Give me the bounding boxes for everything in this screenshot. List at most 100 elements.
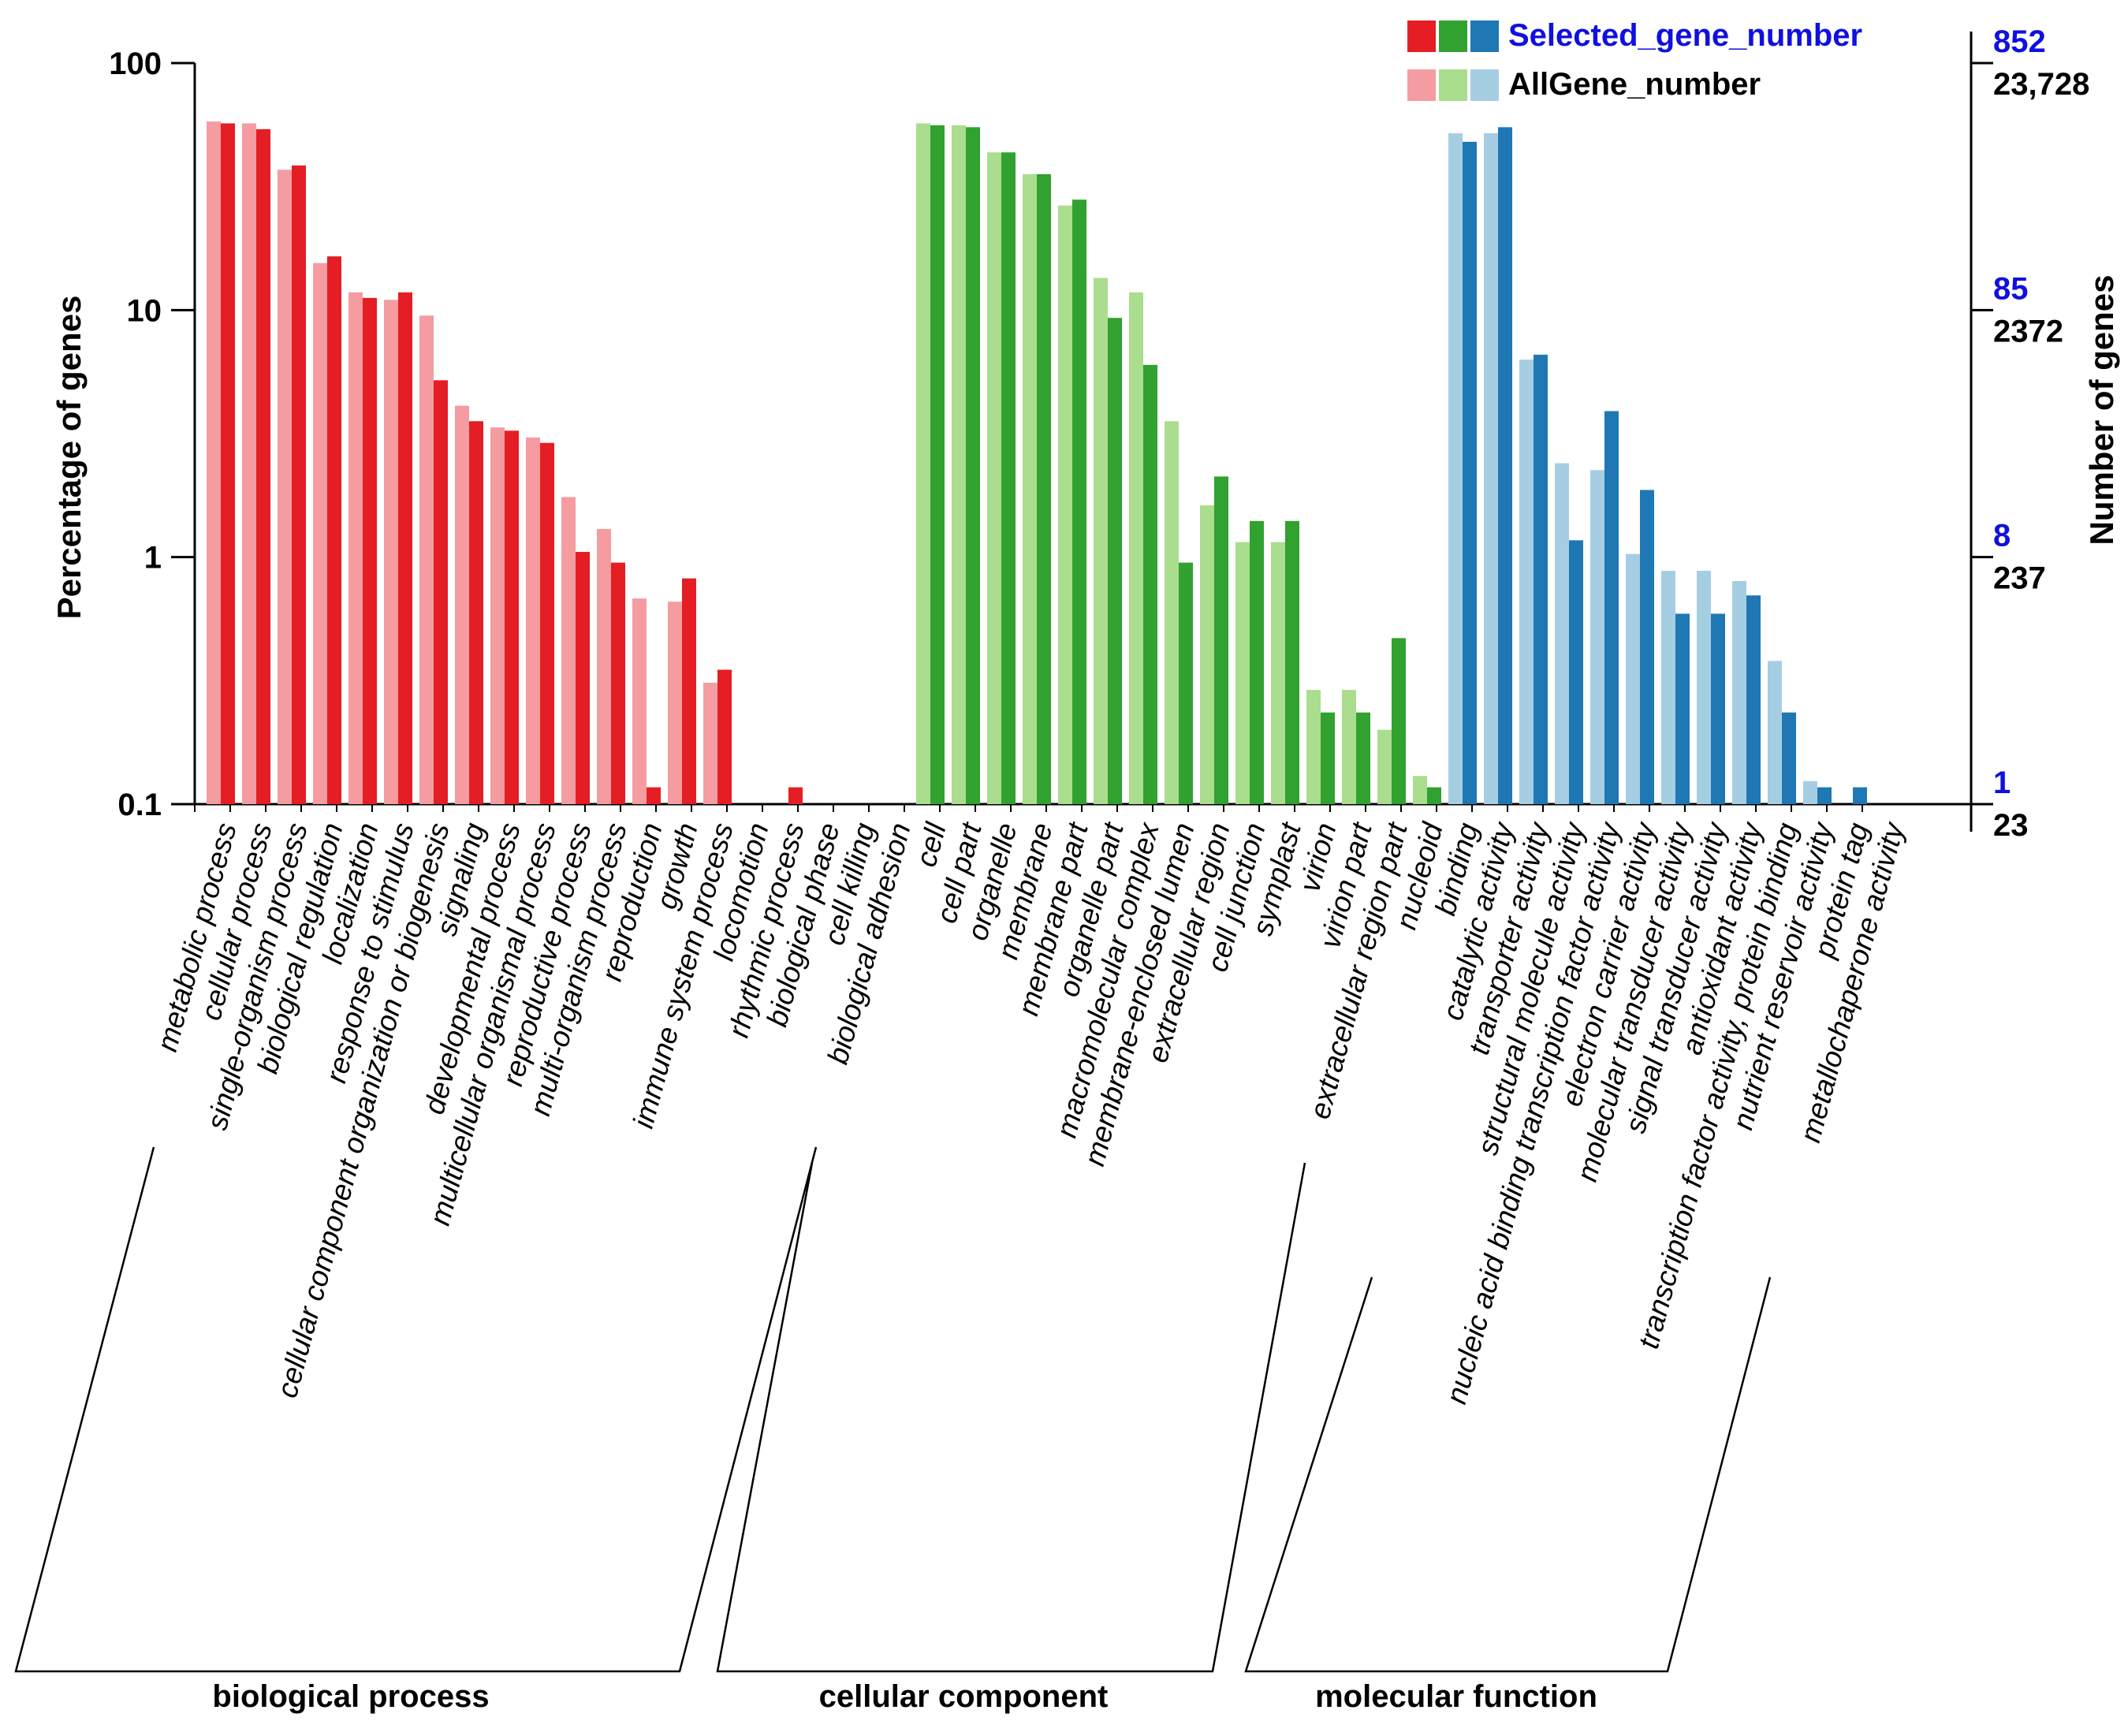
bar-all (987, 152, 1001, 804)
bar-selected (1143, 364, 1157, 804)
bar-selected (363, 297, 377, 804)
bar-all (419, 315, 434, 805)
legend-selected-label: Selected_gene_number (1508, 18, 1862, 53)
bar-all (1342, 690, 1356, 804)
bar-all (1200, 505, 1214, 804)
bar-all (703, 683, 717, 804)
y2-selected-tick-label: 852 (1993, 24, 2046, 59)
group-bracket (14, 1146, 818, 1673)
bar-all (561, 497, 576, 804)
bar-all (278, 170, 292, 804)
legend-swatch-all-cc (1439, 69, 1467, 101)
group-bracket (716, 1162, 1306, 1673)
bar-all (1555, 463, 1569, 804)
bar-all (952, 125, 966, 805)
bar-selected (788, 787, 803, 804)
bar-all (1377, 729, 1392, 804)
bar-all (455, 405, 469, 804)
legend-swatch-selected-bp (1407, 20, 1436, 52)
legend-all-label: AllGene_number (1508, 67, 1761, 102)
bar-selected (1250, 520, 1264, 804)
y2-all-tick-label: 23,728 (1993, 67, 2089, 102)
bar-all (668, 602, 682, 804)
bar-selected (1746, 595, 1761, 804)
bar-all (1165, 421, 1179, 804)
y2-selected-tick-label: 8 (1993, 519, 2011, 553)
bar-selected (1001, 152, 1016, 804)
y2-axis-title: Number of genes (2083, 274, 2120, 545)
bar-selected (1853, 787, 1867, 804)
bar-all (1058, 205, 1072, 804)
bar-selected (221, 123, 235, 804)
bar-all (1023, 173, 1037, 804)
legend-swatch-all-bp (1407, 69, 1436, 101)
y-axis-title: Percentage of genes (50, 296, 88, 620)
bar-all (1129, 292, 1143, 804)
y2-selected-tick-label: 85 (1993, 271, 2029, 306)
bar-selected (647, 787, 661, 804)
bar-selected (717, 669, 732, 804)
bar-selected (1427, 787, 1441, 804)
legend-swatch-selected-cc (1439, 20, 1467, 52)
y-tick-label: 1 (144, 541, 162, 576)
bar-selected (576, 552, 590, 804)
bar-selected (1640, 490, 1654, 804)
bar-selected (1321, 712, 1335, 804)
bar-selected (434, 380, 448, 804)
bar-selected (1604, 411, 1619, 804)
bar-all (1448, 132, 1463, 805)
bar-all (1484, 132, 1498, 805)
bar-all (1768, 661, 1782, 804)
bar-all (1697, 571, 1711, 804)
bar-selected (1179, 562, 1193, 804)
bar-selected (1392, 638, 1406, 804)
y-tick-label: 10 (127, 293, 162, 328)
bar-selected (256, 129, 270, 804)
group-label: molecular function (1315, 1679, 1597, 1714)
bar-all (207, 121, 221, 804)
bar-all (1519, 359, 1534, 804)
y-tick-label: 100 (109, 47, 162, 81)
bar-all (1271, 542, 1285, 804)
bar-selected (930, 125, 945, 805)
bar-selected (1214, 476, 1228, 804)
group-bracket (1244, 1276, 1772, 1673)
bar-selected (1285, 520, 1299, 804)
legend-swatch-all-mf (1470, 69, 1499, 101)
bar-selected (1356, 712, 1370, 804)
bar-all (384, 300, 398, 804)
bar-all (526, 437, 540, 804)
bar-all (1732, 581, 1746, 804)
bar-selected (1498, 127, 1512, 804)
bar-all (1590, 470, 1604, 804)
bar-selected (1782, 712, 1796, 804)
y-tick-label: 0.1 (117, 788, 162, 822)
legend: Selected_gene_number AllGene_number (1407, 18, 1862, 102)
bar-all (1413, 776, 1427, 804)
bar-selected (682, 578, 696, 804)
bar-selected (611, 562, 625, 804)
bar-selected (1817, 787, 1832, 804)
bar-selected (505, 430, 519, 804)
bar-selected (1711, 613, 1725, 804)
bar-all (916, 123, 930, 804)
bar-all (1235, 542, 1250, 804)
bar-selected (1569, 540, 1583, 804)
legend-swatch-selected-mf (1470, 20, 1499, 52)
bar-selected (292, 165, 306, 804)
bar-selected (966, 127, 980, 804)
bar-all (1803, 780, 1817, 804)
bar-all (597, 528, 611, 804)
bar-selected (469, 421, 483, 804)
y2-all-tick-label: 2372 (1993, 314, 2063, 348)
bar-selected (398, 292, 412, 804)
bar-selected (540, 442, 554, 804)
bars (207, 121, 1867, 805)
bar-selected (1037, 173, 1051, 804)
bar-all (313, 263, 327, 805)
group-label: biological process (212, 1679, 489, 1714)
bar-selected (1534, 354, 1548, 804)
bar-all (1094, 278, 1108, 804)
